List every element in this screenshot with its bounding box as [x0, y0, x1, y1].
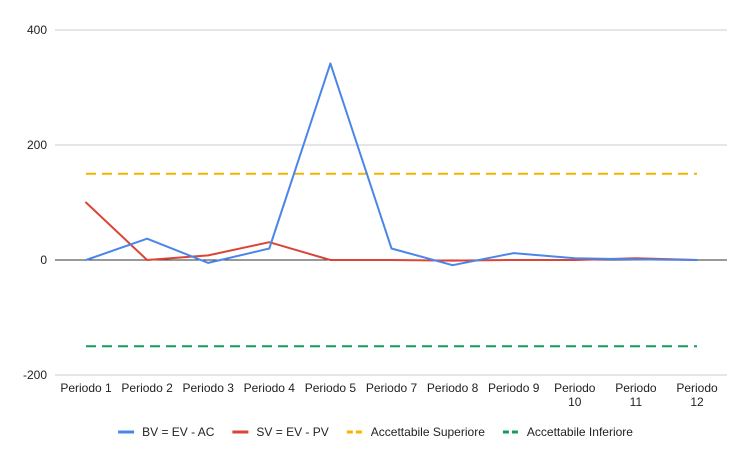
legend-label: SV = EV - PV	[256, 425, 328, 439]
legend-item-1: SV = EV - PV	[232, 425, 329, 439]
x-tick-label: Periodo 10	[554, 381, 596, 409]
legend-label: Accettabile Superiore	[371, 425, 485, 439]
legend-item-2: Accettabile Superiore	[346, 425, 485, 439]
x-tick-label: Periodo 3	[183, 381, 235, 395]
gridlines	[55, 29, 727, 376]
legend-item-3: Accettabile Inferiore	[502, 425, 633, 439]
legend-label: Accettabile Inferiore	[527, 425, 633, 439]
y-tick-label: 200	[27, 138, 47, 152]
legend-item-0: BV = EV - AC	[118, 425, 215, 439]
y-axis-ticks: -200 0 200 400	[23, 23, 47, 382]
x-tick-label: Periodo 4	[244, 381, 296, 395]
x-tick-label: Periodo 7	[366, 381, 418, 395]
legend-label: BV = EV - AC	[142, 425, 215, 439]
x-tick-label: Periodo 8	[427, 381, 479, 395]
series-line-0	[85, 62, 698, 267]
x-tick-label: Periodo 9	[488, 381, 540, 395]
x-tick-label: Periodo 2	[121, 381, 173, 395]
y-tick-label: 400	[27, 23, 47, 37]
legend: BV = EV - AC SV = EV - PV Accettabile Supe…	[118, 425, 633, 439]
x-tick-label: Periodo 5	[305, 381, 357, 395]
y-tick-label: -200	[23, 368, 47, 382]
y-tick-label: 0	[40, 253, 47, 267]
series-line-1	[85, 201, 698, 262]
x-tick-label: Periodo 12	[676, 381, 718, 409]
x-tick-label: Periodo 11	[615, 381, 657, 409]
x-axis-ticks: Periodo 1 Periodo 2 Periodo 3 Periodo 4 Peri…	[60, 381, 718, 409]
x-tick-label: Periodo 1	[60, 381, 112, 395]
series-lines	[85, 62, 698, 348]
